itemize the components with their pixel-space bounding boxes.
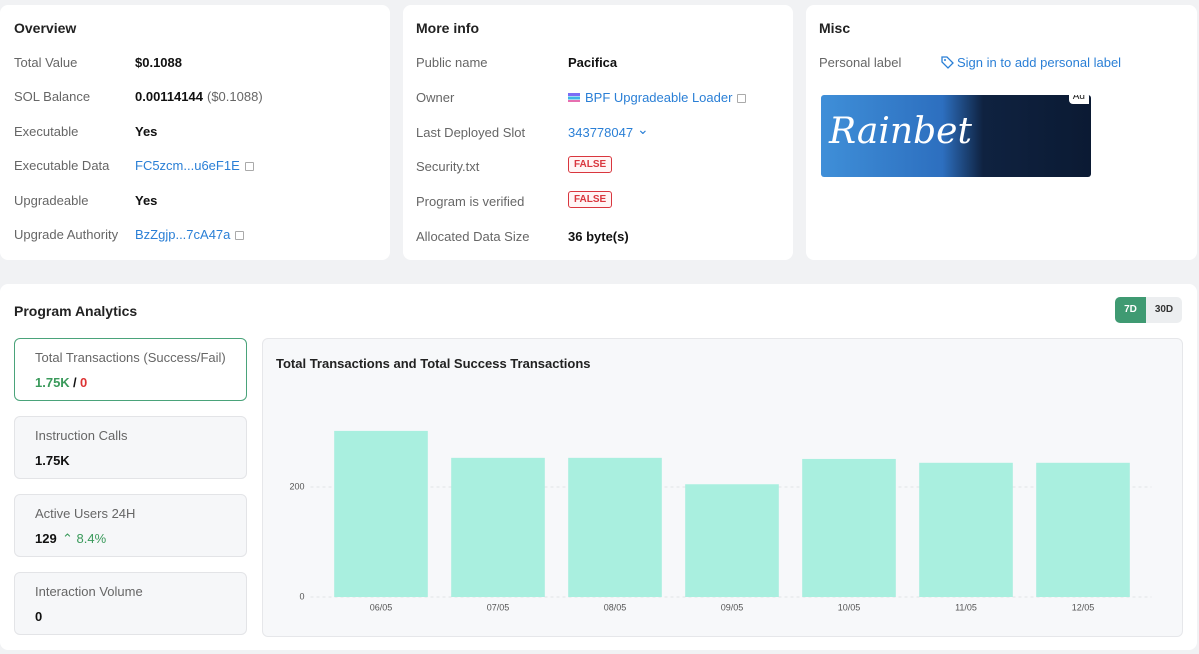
stat-value: 0 [35, 609, 43, 624]
chart-title: Total Transactions and Total Success Tra… [276, 356, 591, 371]
dropdown-icon[interactable]: ⌄ [637, 120, 649, 137]
field-label: Executable [14, 123, 79, 139]
field-label: Owner [416, 89, 455, 105]
range-toggle: 7D 30D [1115, 297, 1182, 323]
ad-text: Rainbet [829, 111, 972, 152]
x-tick-label: 10/05 [838, 602, 861, 612]
x-tick-label: 06/05 [370, 602, 393, 612]
field-label: Program is verified [416, 194, 525, 210]
stat-label: Instruction Calls [35, 428, 128, 443]
section-title: Program Analytics [14, 303, 138, 319]
field-link[interactable]: FC5zcm...u6eF1E [135, 158, 240, 174]
stat-value: 129 [35, 531, 57, 546]
y-tick-label: 200 [289, 481, 304, 491]
field-value: Yes [135, 123, 158, 139]
field-link[interactable]: 343778047 [568, 124, 634, 140]
sign-in-link[interactable]: Sign in to add personal label [957, 55, 1122, 70]
field-value: Pacifica [568, 55, 618, 70]
bar [919, 462, 1013, 597]
field-link[interactable]: BzZgjp...7cA47a [135, 227, 231, 242]
bar [1036, 462, 1130, 597]
x-tick-label: 09/05 [721, 602, 744, 612]
stat-card[interactable]: Active Users 24H 129 ⌃ 8.4% [14, 494, 247, 557]
field-label: Security.txt [416, 159, 480, 175]
field-label: Allocated Data Size [416, 229, 530, 244]
stat-success: 1.75K [35, 375, 70, 390]
field-label: Upgrade Authority [14, 227, 119, 242]
overview-card [0, 5, 390, 260]
x-tick-label: 11/05 [955, 602, 977, 612]
stat-label: Interaction Volume [35, 584, 143, 599]
copy-icon[interactable] [235, 231, 244, 240]
tag-icon [941, 56, 954, 69]
x-tick-label: 07/05 [487, 602, 510, 612]
status-badge: FALSE [568, 156, 613, 174]
x-tick-label: 12/05 [1072, 602, 1095, 612]
range-button[interactable]: 30D [1154, 304, 1174, 315]
more-info-card [403, 5, 793, 260]
bar [568, 457, 662, 597]
field-extra: ($0.1088) [207, 89, 263, 105]
ad-banner[interactable]: Rainbet Ad [821, 95, 1091, 177]
field-label: Executable Data [14, 158, 110, 174]
ad-badge: Ad [1068, 95, 1089, 104]
field-label: Upgradeable [14, 192, 89, 208]
field-value: 36 byte(s) [568, 229, 629, 244]
stat-fail: 0 [80, 375, 88, 390]
copy-icon[interactable] [245, 162, 254, 172]
program-icon [568, 92, 580, 102]
field-label: Last Deployed Slot [416, 124, 526, 140]
status-badge: FALSE [568, 191, 613, 209]
field-label: SOL Balance [14, 89, 91, 105]
field-label: Total Value [14, 55, 78, 70]
stat-label: Active Users 24H [35, 506, 136, 521]
stat-card[interactable]: Instruction Calls 1.75K [14, 416, 247, 479]
field-value: $0.1088 [135, 55, 182, 70]
field-link[interactable]: BPF Upgradeable Loader [585, 89, 733, 105]
stat-card[interactable]: Total Transactions (Success/Fail) 1.75K/0 [14, 338, 247, 401]
range-button[interactable]: 7D [1115, 297, 1146, 323]
stat-separator: / [73, 375, 77, 390]
y-tick-label: 0 [299, 591, 304, 601]
stat-value: 1.75K [35, 453, 70, 468]
field-label: Personal label [819, 55, 902, 70]
chart: 0 200 06/05 07/05 08/05 09/05 10/05 11/05 12/05 [289, 430, 1152, 612]
card-title: Overview [14, 20, 77, 36]
stat-change: ⌃ 8.4% [62, 531, 107, 546]
card-title: Misc [819, 20, 851, 36]
card-title: More info [416, 20, 479, 36]
copy-icon[interactable] [737, 93, 746, 103]
field-label: Public name [416, 55, 488, 70]
field-value: 0.00114144 [135, 89, 203, 105]
stat-label: Total Transactions (Success/Fail) [35, 350, 226, 365]
chart-panel: Total Transactions and Total Success Tra… [262, 338, 1183, 637]
bar [451, 457, 545, 597]
bar [334, 430, 428, 597]
field-value: Yes [135, 192, 158, 208]
bar [802, 458, 896, 597]
stat-card[interactable]: Interaction Volume 0 [14, 572, 247, 635]
bar [685, 484, 779, 597]
x-tick-label: 08/05 [604, 602, 627, 612]
